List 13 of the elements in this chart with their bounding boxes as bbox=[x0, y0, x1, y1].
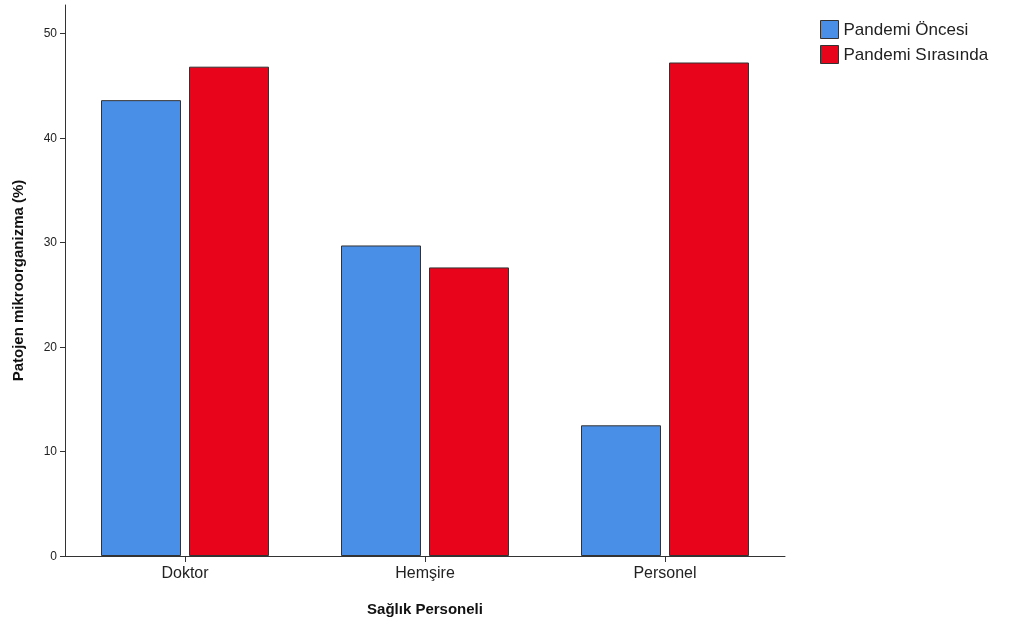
x-axis-title: Sağlık Personeli bbox=[367, 600, 483, 617]
x-tick-label: Personel bbox=[633, 563, 697, 581]
y-tick-label: 20 bbox=[43, 339, 58, 354]
y-tick-label: 40 bbox=[43, 130, 58, 145]
y-tick-label: 50 bbox=[43, 26, 58, 41]
y-tick-label: 30 bbox=[43, 235, 58, 250]
y-tick-label: 10 bbox=[43, 444, 58, 459]
y-tick-label: 0 bbox=[50, 549, 58, 563]
x-tick-label: Hemşire bbox=[395, 563, 455, 581]
legend-label: Pandemi Sırasında bbox=[843, 45, 989, 64]
x-tick-label: Doktor bbox=[161, 563, 210, 581]
legend-label: Pandemi Öncesi bbox=[843, 20, 969, 39]
y-axis-title: Patojen mikroorganizma (%) bbox=[9, 179, 26, 382]
